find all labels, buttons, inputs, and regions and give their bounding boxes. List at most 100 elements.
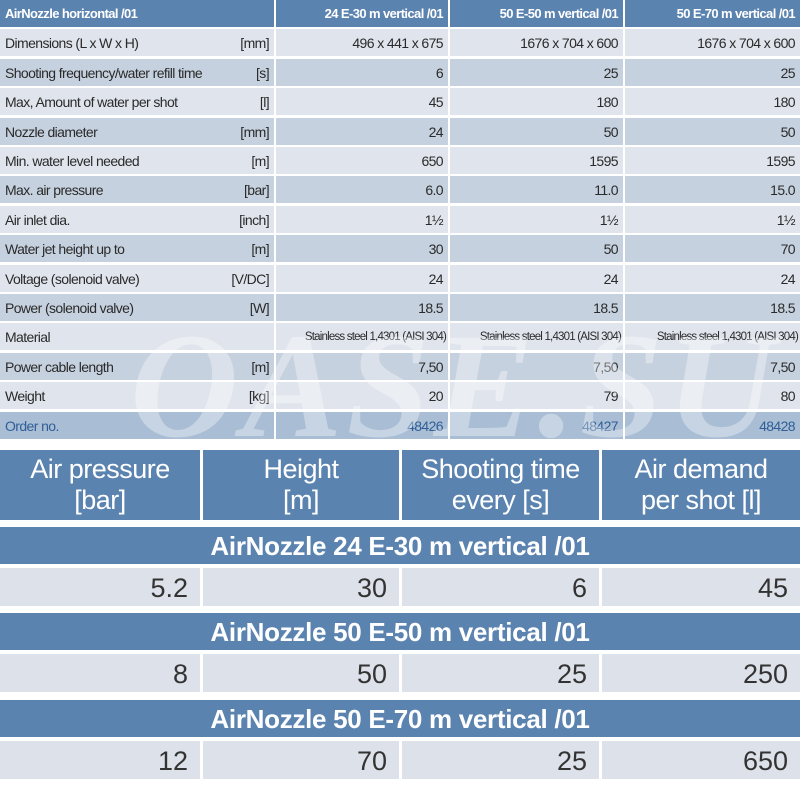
- spec-value-cell: 650: [276, 147, 448, 174]
- header-line: Height: [263, 454, 339, 484]
- spec-row: Weight [kg] 20 79 80: [0, 382, 800, 410]
- spec-value-cell: 6: [276, 58, 448, 86]
- spec-value-cell: 1595: [450, 147, 623, 174]
- spec-value-cell: 50: [450, 235, 623, 263]
- spec-value-cell: 1595: [625, 147, 800, 174]
- spec-unit: [m]: [251, 358, 269, 375]
- product-title-row: AirNozzle 50 E-50 m vertical /01: [0, 613, 800, 650]
- performance-header-cell: Height [m]: [203, 450, 399, 520]
- spec-value-cell: 70: [625, 235, 800, 263]
- spec-label-cell: Power cable length [m]: [0, 352, 274, 380]
- spec-unit: [s]: [256, 64, 270, 81]
- spec-value-cell: 30: [276, 235, 448, 263]
- spec-unit: [m]: [251, 241, 269, 258]
- spec-value-cell: 20: [276, 382, 448, 410]
- product-title-row: AirNozzle 24 E-30 m vertical /01: [0, 527, 800, 564]
- spec-unit: [inch]: [239, 211, 269, 228]
- spec-label-cell: Water jet height up to [m]: [0, 235, 274, 263]
- spec-value-cell: 6.0: [276, 176, 448, 204]
- spec-label-cell: Max, Amount of water per shot [l]: [0, 88, 274, 116]
- performance-value-cell: 6: [402, 568, 599, 606]
- spec-row: Min. water level needed [m] 650 1595 1595: [0, 147, 800, 174]
- spec-unit: [kg]: [248, 388, 270, 405]
- spec-label: Max. air pressure: [5, 182, 104, 199]
- performance-header-cell: Air pressure [bar]: [0, 450, 200, 520]
- spec-label: Weight: [5, 388, 45, 405]
- spec-label-cell: Voltage (solenoid valve) [V/DC]: [0, 264, 274, 292]
- performance-value-cell: 70: [203, 741, 399, 779]
- performance-value-cell: 45: [602, 568, 800, 606]
- spec-unit: [l]: [259, 94, 270, 111]
- spec-row: Max. air pressure [bar] 6.0 11.0 15.0: [0, 176, 800, 204]
- spec-label: Shooting frequency/water refill time: [5, 64, 203, 81]
- spec-label-cell: Nozzle diameter [mm]: [0, 117, 274, 145]
- spec-value-cell: 48428: [625, 411, 800, 439]
- spec-unit: [mm]: [240, 123, 269, 140]
- spec-header-cell: 50 E-70 m vertical /01: [625, 0, 800, 27]
- spec-label: Voltage (solenoid valve): [5, 270, 140, 287]
- spec-label-cell: Order no.: [0, 411, 274, 439]
- spec-label: Power cable length: [5, 358, 114, 375]
- spec-value-cell: 80: [625, 382, 800, 410]
- product-title-row: AirNozzle 50 E-70 m vertical /01: [0, 700, 800, 737]
- spec-value-cell: 48427: [450, 411, 623, 439]
- spec-value-cell: 50: [450, 117, 623, 145]
- spec-value-cell: 79: [450, 382, 623, 410]
- spec-label-cell: Power (solenoid valve) [W]: [0, 294, 274, 321]
- spec-value-cell: 24: [276, 117, 448, 145]
- spec-header-cell: AirNozzle horizontal /01: [0, 0, 274, 27]
- spec-value-cell: 24: [276, 264, 448, 292]
- spec-value-cell: 1½: [276, 205, 448, 233]
- header-line: [m]: [283, 485, 320, 515]
- performance-value-cell: 8: [0, 654, 200, 692]
- spec-label: Nozzle diameter: [5, 123, 98, 140]
- spec-label-cell: Dimensions (L x W x H) [mm]: [0, 29, 274, 57]
- spec-value-cell: Stainless steel 1,4301 (AISI 304): [450, 323, 623, 351]
- spec-value-cell: 1½: [450, 205, 623, 233]
- spec-header-cell: 50 E-50 m vertical /01: [450, 0, 623, 27]
- spec-row: Voltage (solenoid valve) [V/DC] 24 24 24: [0, 264, 800, 292]
- spec-value-cell: 180: [625, 88, 800, 116]
- spec-value-cell: 45: [276, 88, 448, 116]
- spec-value-cell: 25: [625, 58, 800, 86]
- spec-header-row: AirNozzle horizontal /01 24 E-30 m vertic…: [0, 0, 800, 27]
- spec-label-cell: Max. air pressure [bar]: [0, 176, 274, 204]
- spec-label-cell: Material: [0, 323, 274, 351]
- spec-header-cell: 24 E-30 m vertical /01: [276, 0, 448, 27]
- spec-label-cell: Weight [kg]: [0, 382, 274, 410]
- spec-value-cell: 7,50: [276, 352, 448, 380]
- performance-value-cell: 25: [402, 741, 599, 779]
- spec-unit: [V/DC]: [231, 270, 269, 287]
- spec-label-cell: Air inlet dia. [inch]: [0, 205, 274, 233]
- spec-label: Min. water level needed: [5, 153, 140, 169]
- spec-value-cell: 24: [625, 264, 800, 292]
- spec-value-cell: 18.5: [450, 294, 623, 321]
- header-line: [bar]: [74, 485, 126, 515]
- spec-unit: [mm]: [240, 35, 269, 52]
- spec-value-cell: 18.5: [625, 294, 800, 321]
- spec-value-cell: 15.0: [625, 176, 800, 204]
- spec-row: Power cable length [m] 7,50 7,50 7,50: [0, 352, 800, 380]
- spec-label-cell: Shooting frequency/water refill time [s]: [0, 58, 274, 86]
- performance-value-cell: 250: [602, 654, 800, 692]
- performance-value-cell: 5.2: [0, 568, 200, 606]
- spec-value-cell: Stainless steel 1,4301 (AISI 304): [625, 323, 800, 351]
- header-line: per shot [l]: [640, 485, 762, 515]
- spec-value-cell: 1½: [625, 205, 800, 233]
- spec-value-cell: 24: [450, 264, 623, 292]
- spec-value-cell: 7,50: [450, 352, 623, 380]
- spec-value-cell: 1676 x 704 x 600: [450, 29, 623, 57]
- spec-unit: [m]: [251, 153, 269, 169]
- spec-value-cell: 1676 x 704 x 600: [625, 29, 800, 57]
- performance-value-cell: 12: [0, 741, 200, 779]
- spec-label: Power (solenoid valve): [5, 300, 134, 316]
- spec-row: Shooting frequency/water refill time [s] 6…: [0, 58, 800, 86]
- spec-row: Water jet height up to [m] 30 50 70: [0, 235, 800, 263]
- spec-label: Order no.: [5, 417, 59, 434]
- spec-value-cell: 25: [450, 58, 623, 86]
- performance-header-cell: Air demand per shot [l]: [602, 450, 800, 520]
- spec-unit: [W]: [249, 300, 270, 316]
- spec-label: Air inlet dia.: [5, 211, 70, 228]
- spec-value-cell: 496 x 441 x 675: [276, 29, 448, 57]
- spec-row: Max, Amount of water per shot [l] 45 180 180: [0, 88, 800, 116]
